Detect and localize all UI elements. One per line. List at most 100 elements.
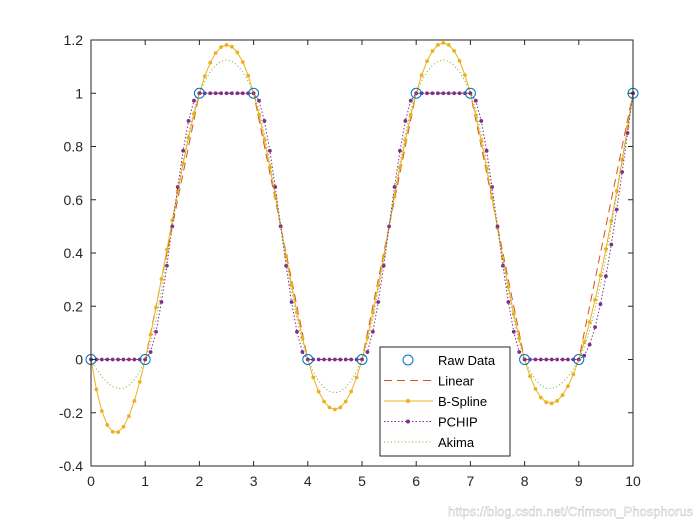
data-point-spline: [392, 194, 397, 199]
data-point-spline: [240, 60, 245, 64]
data-point-pchip: [360, 357, 364, 362]
data-point-spline: [365, 335, 370, 340]
legend-label-linear: Linear: [438, 374, 475, 389]
data-point-pchip: [495, 224, 500, 229]
x-tick-label: 9: [575, 473, 583, 489]
data-point-pchip: [333, 357, 337, 362]
data-point-spline: [528, 374, 532, 379]
data-point-spline: [295, 310, 299, 315]
x-tick-label: 4: [304, 473, 312, 489]
raw-data-point: [573, 354, 585, 365]
data-point-spline: [582, 340, 587, 344]
raw-data-point: [248, 87, 260, 99]
data-point-spline: [116, 430, 120, 435]
data-point-pchip: [408, 98, 413, 103]
data-point-pchip: [576, 357, 581, 362]
data-point-pchip: [278, 224, 283, 229]
raw-data-point: [519, 354, 531, 365]
data-point-spline: [544, 400, 549, 405]
data-point-spline: [343, 399, 348, 404]
x-tick-label: 8: [521, 473, 529, 489]
legend-label-b-spline: B-Spline: [438, 394, 487, 409]
y-tick-label: 1: [75, 85, 83, 101]
data-point-spline: [517, 336, 522, 341]
data-point-spline: [506, 285, 511, 289]
raw-data-point: [356, 354, 368, 365]
data-point-pchip: [116, 357, 120, 362]
data-point-spline: [181, 161, 186, 166]
data-point-spline: [408, 113, 413, 118]
data-point-pchip: [522, 357, 527, 362]
data-point-spline: [164, 247, 169, 252]
data-point-pchip: [349, 357, 354, 362]
data-point-spline: [354, 375, 359, 380]
data-point-spline: [327, 405, 332, 410]
data-point-pchip: [560, 357, 565, 362]
data-point-pchip: [197, 91, 202, 96]
data-point-spline: [202, 74, 207, 79]
data-point-pchip: [398, 148, 402, 153]
legend-marker-pchip: [406, 419, 410, 424]
data-point-pchip: [484, 148, 489, 153]
data-point-spline: [99, 409, 104, 413]
raw-data-point: [139, 354, 151, 365]
data-point-spline: [463, 73, 467, 77]
data-point-pchip: [609, 242, 614, 247]
data-point-pchip: [300, 350, 305, 354]
data-point-pchip: [425, 91, 429, 96]
data-point-pchip: [490, 185, 494, 189]
y-tick-label: -0.4: [59, 458, 83, 474]
data-point-spline: [430, 49, 435, 53]
data-point-pchip: [235, 91, 240, 96]
data-point-spline: [604, 247, 608, 252]
data-point-pchip: [316, 357, 321, 362]
data-point-pchip: [598, 302, 603, 307]
data-point-pchip: [295, 329, 299, 334]
data-point-spline: [587, 320, 592, 325]
data-point-spline: [137, 379, 142, 384]
data-point-spline: [148, 332, 153, 337]
data-point-spline: [441, 41, 446, 45]
data-point-pchip: [186, 119, 191, 123]
x-tick-label: 5: [358, 473, 366, 489]
x-tick-label: 2: [196, 473, 204, 489]
data-point-pchip: [159, 300, 164, 304]
data-point-spline: [571, 372, 576, 377]
x-tick-label: 0: [87, 473, 95, 489]
data-point-spline: [154, 305, 158, 310]
data-point-pchip: [457, 91, 462, 96]
data-point-pchip: [430, 91, 435, 96]
y-tick-label: 1.2: [64, 32, 84, 48]
data-point-spline: [452, 48, 457, 53]
y-tick-label: 0.4: [64, 245, 84, 261]
plot-area: [91, 40, 633, 466]
data-point-pchip: [506, 300, 511, 304]
data-point-pchip: [289, 300, 294, 304]
data-point-pchip: [468, 91, 473, 96]
data-point-pchip: [544, 357, 549, 362]
data-point-spline: [549, 401, 554, 406]
data-point-spline: [338, 405, 343, 410]
data-point-spline: [159, 277, 164, 281]
data-point-spline: [403, 138, 408, 143]
data-point-spline: [208, 60, 213, 65]
data-point-pchip: [164, 263, 169, 268]
data-point-pchip: [213, 91, 218, 96]
raw-data-point: [410, 87, 422, 99]
data-point-spline: [322, 399, 326, 404]
data-point-spline: [132, 399, 137, 403]
data-point-spline: [289, 283, 294, 287]
ticks-group: 0 1 2 3 4 5 6 7 8 9 10 -0.4 -0.2 0 0.2 0.4 0.6 0.8 1 1.2: [59, 32, 641, 489]
data-point-spline: [105, 423, 110, 427]
data-point-spline: [598, 273, 603, 278]
data-point-spline: [230, 44, 234, 49]
data-point-spline: [398, 165, 402, 170]
data-point-pchip: [625, 131, 630, 135]
data-point-spline: [555, 399, 560, 403]
data-point-pchip: [305, 357, 310, 362]
data-point-pchip: [154, 329, 158, 334]
x-tick-label: 10: [625, 473, 641, 489]
data-point-spline: [94, 387, 99, 392]
legend-label-akima: Akima: [438, 435, 475, 450]
